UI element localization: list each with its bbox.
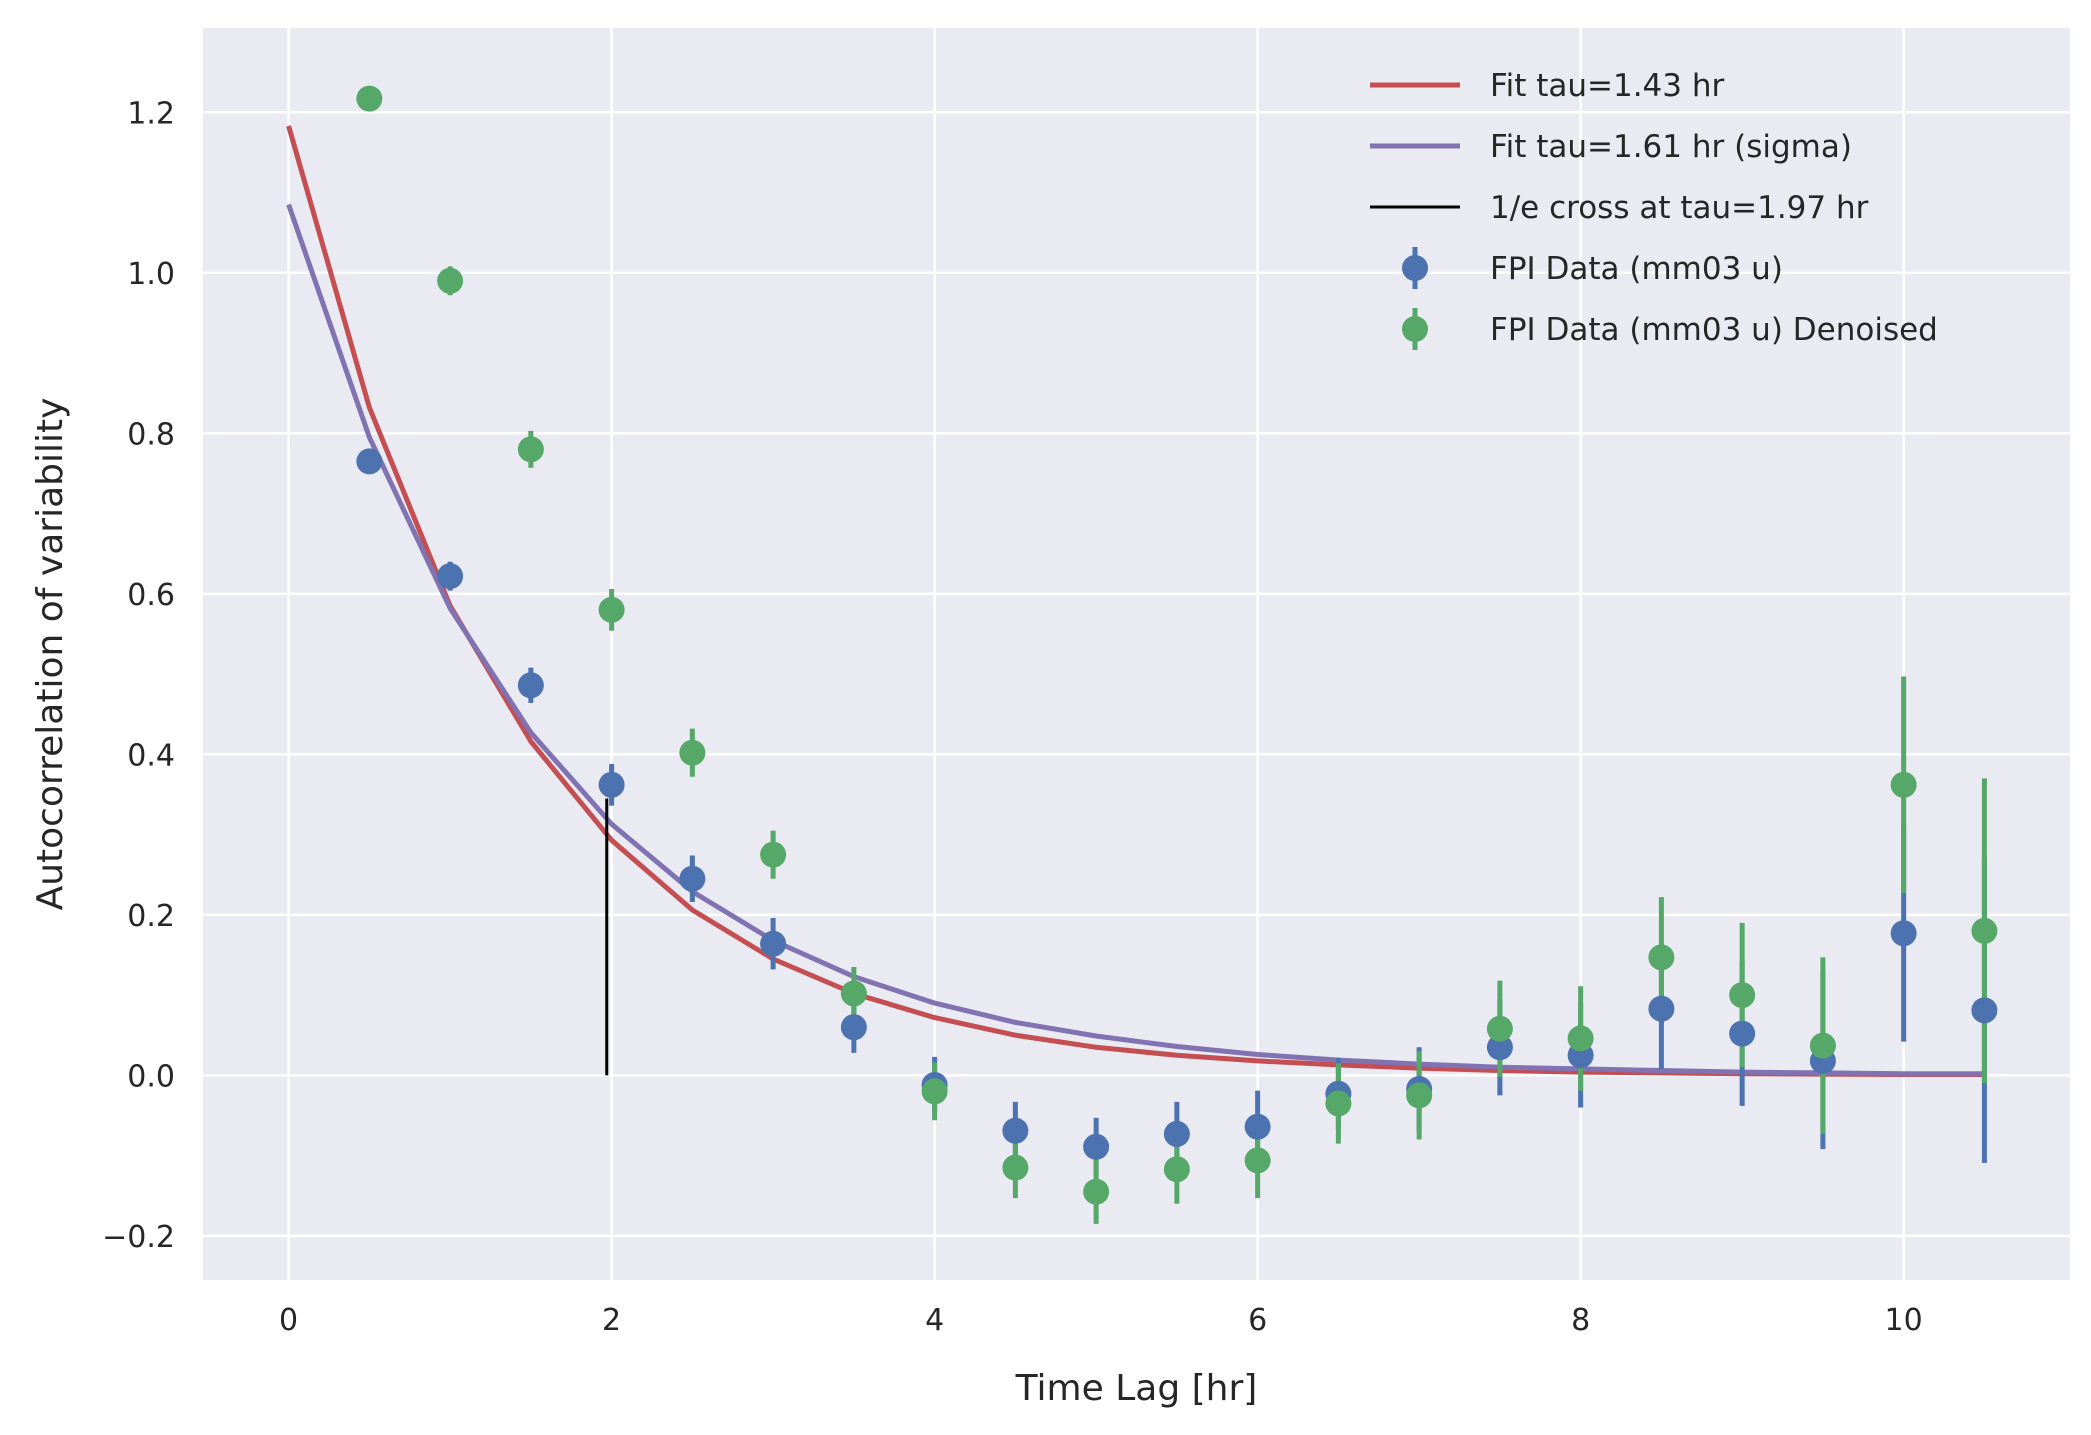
data-point [1244, 1147, 1271, 1174]
data-point [760, 841, 787, 868]
data-point [1971, 997, 1998, 1024]
data-point [679, 865, 706, 892]
legend-swatch-marker [1402, 255, 1428, 281]
x-tick-label: 4 [925, 1303, 944, 1338]
data-point [760, 930, 787, 957]
legend-entry-label: Fit tau=1.43 hr [1490, 68, 1724, 104]
data-point [598, 771, 625, 798]
data-point [840, 980, 867, 1007]
data-point [356, 448, 383, 475]
data-point [1486, 1034, 1513, 1061]
legend-entry-label: FPI Data (mm03 u) [1490, 251, 1783, 287]
data-point [1002, 1154, 1029, 1181]
data-point [437, 267, 464, 294]
data-point [1567, 1025, 1594, 1052]
data-point [1890, 920, 1917, 947]
data-point [840, 1014, 867, 1041]
legend-swatch-marker [1402, 316, 1428, 342]
x-tick-label: 10 [1885, 1303, 1923, 1338]
x-tick-label: 8 [1571, 1303, 1590, 1338]
data-point [1486, 1015, 1513, 1042]
y-tick-labels: −0.2 0.0 0.2 0.4 0.6 0.8 1.0 1.2 [102, 96, 175, 1255]
data-point [1083, 1133, 1110, 1160]
data-point [1648, 944, 1675, 971]
y-tick-label: 0.8 [127, 417, 175, 452]
data-point [517, 436, 544, 463]
data-points [356, 85, 1998, 1205]
data-point [1648, 995, 1675, 1022]
y-tick-label: 1.2 [127, 96, 175, 131]
y-axis-label: Autocorrelation of variability [30, 398, 71, 911]
legend-entry-label: Fit tau=1.61 hr (sigma) [1490, 129, 1852, 165]
x-tick-labels: 0 2 4 6 8 10 [279, 1303, 1923, 1338]
legend-entry-label: FPI Data (mm03 u) Denoised [1490, 312, 1938, 348]
data-point [921, 1078, 948, 1105]
y-tick-label: 0.0 [127, 1059, 175, 1094]
data-point [1971, 917, 1998, 944]
x-axis-label: Time Lag [hr] [1015, 1368, 1258, 1409]
data-point [437, 563, 464, 590]
x-tick-label: 2 [602, 1303, 621, 1338]
data-point [1890, 771, 1917, 798]
y-tick-label: 0.4 [127, 738, 175, 773]
x-tick-label: 6 [1248, 1303, 1267, 1338]
fit-line [286, 203, 1985, 1077]
data-point [679, 739, 706, 766]
data-point [517, 672, 544, 699]
legend-entry-label: 1/e cross at tau=1.97 hr [1490, 190, 1869, 226]
data-point [1729, 1020, 1756, 1047]
fit-lines [286, 125, 1985, 1077]
y-tick-label: −0.2 [102, 1220, 175, 1255]
data-point [1244, 1113, 1271, 1140]
data-point [1083, 1178, 1110, 1205]
y-tick-label: 0.6 [127, 578, 175, 613]
x-tick-label: 0 [279, 1303, 298, 1338]
data-point [1809, 1032, 1836, 1059]
data-point [598, 596, 625, 623]
y-tick-label: 0.2 [127, 899, 175, 934]
data-point [1163, 1120, 1190, 1147]
data-point [356, 85, 383, 112]
grid-lines [203, 28, 2070, 1280]
y-tick-label: 1.0 [127, 257, 175, 292]
data-point [1325, 1090, 1352, 1117]
data-point [1002, 1117, 1029, 1144]
legend: Fit tau=1.43 hr Fit tau=1.61 hr (sigma) 1/… [1370, 68, 1938, 350]
data-point [1163, 1156, 1190, 1183]
data-point [1729, 982, 1756, 1009]
data-point [1406, 1082, 1433, 1109]
